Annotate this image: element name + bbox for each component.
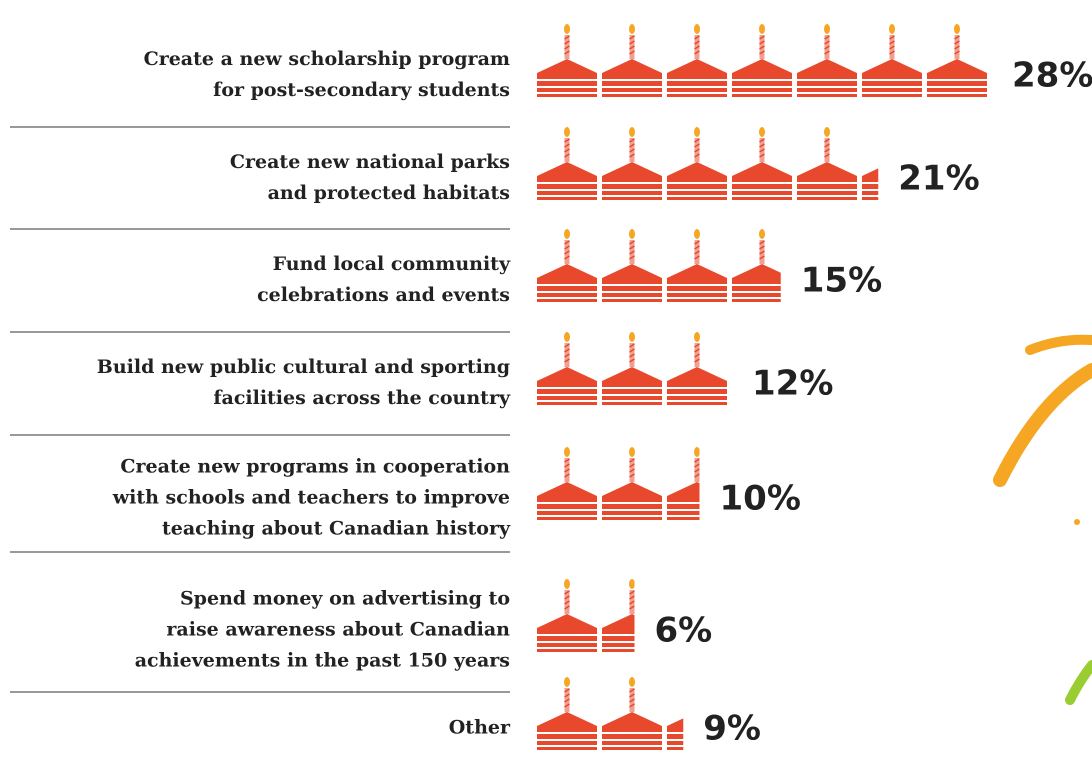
value-label: 12%: [752, 364, 833, 404]
fireworks: [993, 334, 1092, 705]
cake-icon: [926, 23, 988, 98]
cake-icon: [731, 228, 781, 303]
cake-row: [537, 331, 728, 406]
cake-icon: [537, 331, 598, 406]
category-label: Fund local community celebrations and ev…: [257, 253, 510, 306]
cake-icon: [666, 446, 700, 521]
cake-icon: [601, 331, 663, 406]
cake-icon: [537, 446, 598, 521]
cake-icon: [601, 446, 663, 521]
cake-icon: [731, 126, 793, 201]
cake-row: [537, 676, 684, 751]
value-label: 21%: [898, 159, 979, 199]
cake-icon: [537, 228, 598, 303]
value-label: 9%: [703, 709, 761, 749]
category-label: Create a new scholarship program for pos…: [143, 48, 510, 101]
cake-icon: [666, 23, 728, 98]
cake-row: [537, 578, 635, 653]
category-label: Create new programs in cooperation with …: [112, 455, 510, 540]
value-label: 6%: [655, 611, 713, 651]
cake-icon: [601, 676, 663, 751]
cake-icon: [601, 578, 635, 653]
value-label: 15%: [801, 261, 882, 301]
category-label: Spend money on advertising to raise awar…: [134, 587, 510, 672]
category-label: Other: [448, 716, 510, 739]
cake-icon: [601, 228, 663, 303]
cake-icon: [537, 126, 598, 201]
cake-icon: [666, 126, 728, 201]
cake-row: [537, 228, 781, 303]
cake-icon: [666, 228, 728, 303]
value-label: 28%: [1012, 56, 1092, 96]
cake-icon: [601, 23, 663, 98]
cake-icon: [796, 126, 858, 201]
cake-row: [537, 446, 700, 521]
cake-icon: [861, 23, 923, 98]
cake-row: [537, 23, 988, 98]
cake-icon: [796, 23, 858, 98]
cake-icon: [537, 676, 598, 751]
category-label: Create new national parks and protected …: [229, 151, 510, 204]
cake-icon: [537, 23, 598, 98]
cake-icon: [601, 126, 663, 201]
cake-icon: [731, 23, 793, 98]
value-label: 10%: [720, 479, 801, 519]
cake-row: [537, 126, 879, 201]
category-label: Build new public cultural and sporting f…: [96, 356, 510, 409]
cake-icon: [666, 331, 728, 406]
cake-icon: [537, 578, 598, 653]
